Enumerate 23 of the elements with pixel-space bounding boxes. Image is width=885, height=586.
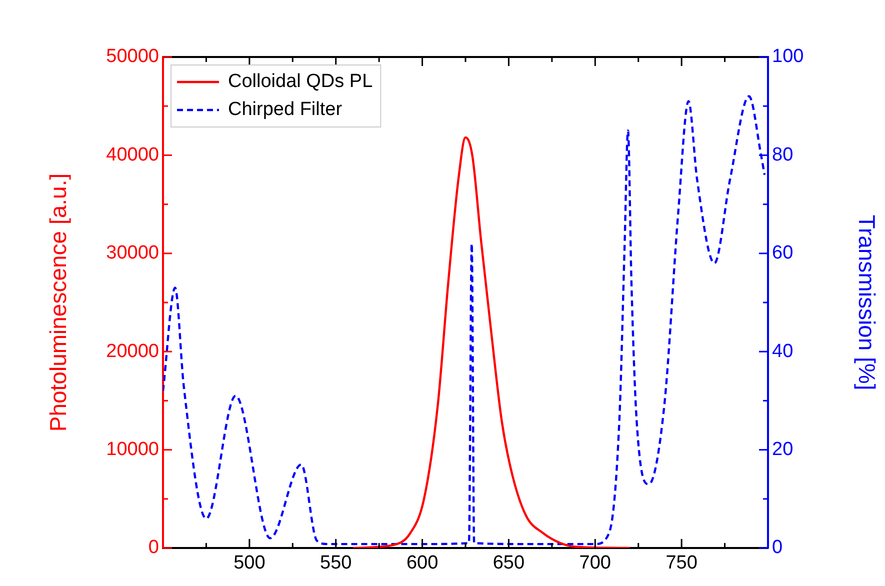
y-tick-label: 10000 xyxy=(106,439,159,460)
y2-tick-label: 80 xyxy=(772,144,794,166)
y-tick-label: 40000 xyxy=(106,144,159,166)
x-tick-label: 600 xyxy=(406,552,438,574)
y2-tick-label: 60 xyxy=(772,242,794,264)
y-tick-label: 50000 xyxy=(106,46,159,68)
x-tick-label: 700 xyxy=(579,552,611,574)
y2-axis-title: Transmission [%] xyxy=(854,214,880,390)
y-axis-title: Photoluminescence [a.u.] xyxy=(45,173,72,432)
y-tick-label: 20000 xyxy=(106,340,159,362)
x-tick-label: 750 xyxy=(666,552,698,574)
y2-tick-label: 40 xyxy=(772,340,794,362)
y2-tick-label: 20 xyxy=(772,439,794,460)
x-tick-label: 550 xyxy=(320,552,352,574)
x-tick-label: 500 xyxy=(234,552,266,574)
y2-tick-label: 0 xyxy=(772,537,783,558)
legend-label: Chirped Filter xyxy=(228,99,343,120)
line-series xyxy=(352,136,631,548)
legend-label: Colloidal QDs PL xyxy=(228,71,373,92)
x-tick-label: 650 xyxy=(492,552,525,574)
y-tick-label: 0 xyxy=(148,537,159,558)
y2-tick-label: 100 xyxy=(772,46,804,68)
y-tick-label: 30000 xyxy=(106,242,159,264)
